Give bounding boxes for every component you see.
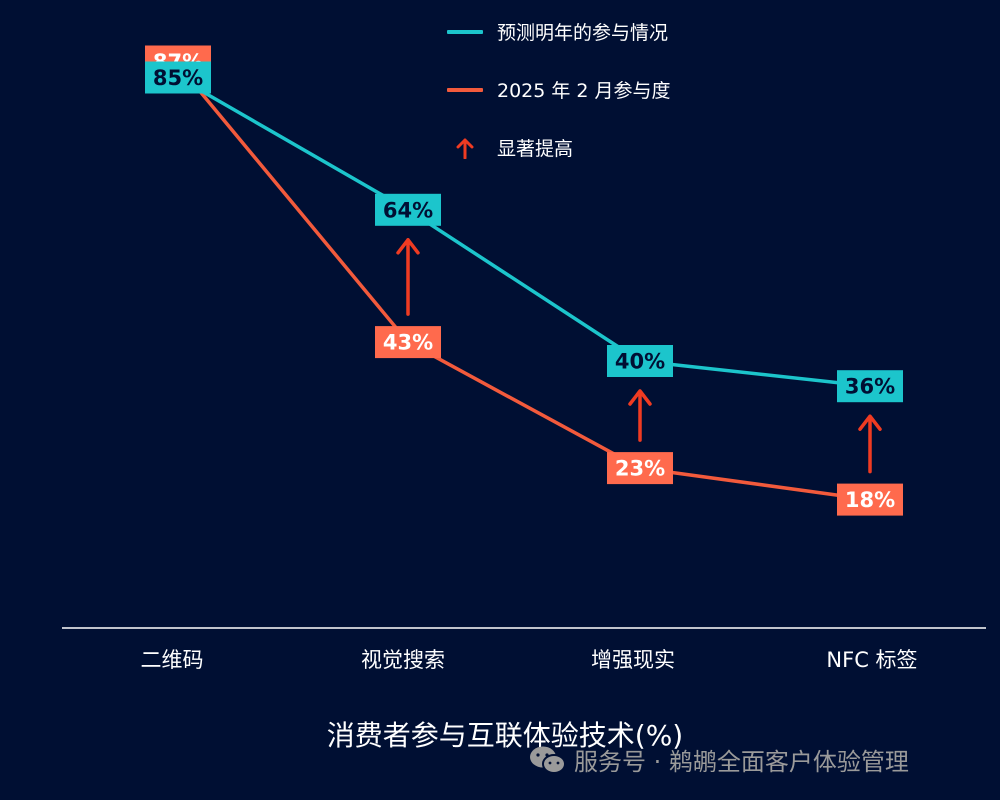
svg-text:18%: 18% bbox=[845, 488, 895, 512]
data-label-forecast: 40% bbox=[607, 345, 673, 377]
legend-item-significant: 显著提高 bbox=[447, 134, 573, 161]
svg-text:36%: 36% bbox=[845, 375, 895, 399]
wechat-icon bbox=[530, 746, 566, 774]
svg-text:23%: 23% bbox=[615, 457, 665, 481]
legend-label-current: 2025 年 2 月参与度 bbox=[497, 80, 671, 102]
legend-label-significant: 显著提高 bbox=[497, 138, 574, 160]
svg-text:43%: 43% bbox=[383, 331, 433, 355]
data-label-current: 18% bbox=[837, 483, 903, 516]
legend-swatch-current bbox=[447, 87, 483, 92]
legend-swatch-forecast bbox=[447, 29, 483, 34]
significant-increase-arrow bbox=[628, 389, 652, 442]
data-label-current: 23% bbox=[607, 452, 673, 485]
chart-title: 消费者参与互联体验技术(%) bbox=[326, 719, 684, 752]
svg-text:64%: 64% bbox=[383, 198, 433, 222]
x-tick-label: 二维码 bbox=[140, 648, 204, 672]
legend-item-forecast: 预测明年的参与情况 bbox=[447, 18, 668, 45]
watermark-text: 服务号 · 鹈鹕全面客户体验管理 bbox=[574, 748, 909, 776]
data-label-current: 43% bbox=[375, 326, 441, 359]
data-label-forecast: 64% bbox=[375, 193, 441, 226]
data-label-forecast: 85% bbox=[145, 61, 211, 94]
legend-label-forecast: 预测明年的参与情况 bbox=[497, 22, 669, 44]
significant-increase-arrow bbox=[396, 238, 420, 316]
watermark: 服务号 · 鹈鹕全面客户体验管理 bbox=[528, 742, 909, 777]
x-tick-label: 视觉搜索 bbox=[361, 648, 445, 672]
series-line-current bbox=[176, 63, 871, 502]
data-label-forecast: 36% bbox=[837, 370, 903, 403]
arrow-up-icon bbox=[447, 137, 483, 159]
significant-increase-arrow bbox=[858, 414, 882, 474]
series-line-forecast bbox=[177, 75, 871, 388]
x-tick-label: 增强现实 bbox=[591, 648, 675, 672]
x-tick-label: NFC 标签 bbox=[826, 648, 918, 672]
legend-item-current: 2025 年 2 月参与度 bbox=[447, 76, 671, 103]
svg-text:40%: 40% bbox=[615, 350, 665, 374]
svg-text:85%: 85% bbox=[153, 66, 203, 90]
